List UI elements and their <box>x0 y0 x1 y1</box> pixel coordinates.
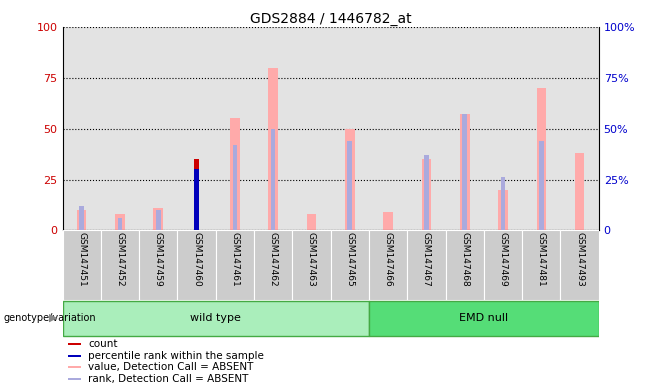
Title: GDS2884 / 1446782_at: GDS2884 / 1446782_at <box>250 12 411 26</box>
Bar <box>307 214 316 230</box>
Bar <box>77 210 86 230</box>
Text: GSM147462: GSM147462 <box>268 232 278 287</box>
Bar <box>445 27 484 230</box>
Text: GSM147481: GSM147481 <box>537 232 546 287</box>
Text: GSM147460: GSM147460 <box>192 232 201 287</box>
Bar <box>484 27 522 230</box>
Bar <box>68 366 82 368</box>
Bar <box>445 230 484 300</box>
Text: GSM147493: GSM147493 <box>575 232 584 287</box>
Bar <box>501 177 505 230</box>
Text: GSM147463: GSM147463 <box>307 232 316 287</box>
Bar <box>216 27 254 230</box>
Bar <box>178 230 216 300</box>
Bar <box>347 141 352 230</box>
Text: ▶: ▶ <box>49 313 58 323</box>
Bar <box>80 206 84 230</box>
Bar <box>561 230 599 300</box>
Bar <box>153 208 163 230</box>
Bar <box>63 27 101 230</box>
Bar <box>268 68 278 230</box>
Text: GSM147466: GSM147466 <box>384 232 393 287</box>
Bar <box>424 155 429 230</box>
Bar <box>194 169 199 230</box>
Text: count: count <box>88 339 118 349</box>
Bar <box>292 230 331 300</box>
Bar <box>101 27 139 230</box>
Text: rank, Detection Call = ABSENT: rank, Detection Call = ABSENT <box>88 374 249 384</box>
Bar <box>115 214 125 230</box>
Bar <box>407 230 445 300</box>
Text: value, Detection Call = ABSENT: value, Detection Call = ABSENT <box>88 362 253 372</box>
Bar <box>63 230 101 300</box>
Bar <box>232 145 237 230</box>
Bar <box>139 230 178 300</box>
Bar <box>522 27 561 230</box>
Bar <box>330 230 369 300</box>
Bar <box>561 27 599 230</box>
Bar <box>101 230 139 300</box>
Bar <box>118 218 122 230</box>
Bar <box>384 212 393 230</box>
Bar <box>271 129 276 230</box>
Bar <box>68 355 82 357</box>
Bar <box>575 153 584 230</box>
Bar <box>369 230 407 300</box>
Bar <box>522 230 561 300</box>
Bar <box>422 159 431 230</box>
Text: GSM147465: GSM147465 <box>345 232 354 287</box>
Text: GSM147451: GSM147451 <box>77 232 86 287</box>
Bar <box>460 114 470 230</box>
Bar <box>330 27 369 230</box>
Bar <box>254 230 292 300</box>
Text: EMD null: EMD null <box>459 313 509 323</box>
Bar <box>139 27 178 230</box>
Text: GSM147469: GSM147469 <box>499 232 507 287</box>
Bar <box>539 141 544 230</box>
Bar <box>292 27 331 230</box>
Bar <box>484 230 522 300</box>
Bar <box>216 230 254 300</box>
Text: GSM147467: GSM147467 <box>422 232 431 287</box>
Bar <box>178 27 216 230</box>
Bar <box>68 343 82 345</box>
Text: GSM147461: GSM147461 <box>230 232 240 287</box>
Bar <box>369 301 599 336</box>
Bar <box>194 159 199 230</box>
Bar <box>68 378 82 380</box>
Bar <box>345 129 355 230</box>
Text: GSM147468: GSM147468 <box>460 232 469 287</box>
Bar <box>254 27 292 230</box>
Bar <box>230 118 240 230</box>
Text: percentile rank within the sample: percentile rank within the sample <box>88 351 264 361</box>
Bar <box>498 190 508 230</box>
Bar <box>463 114 467 230</box>
Text: genotype/variation: genotype/variation <box>3 313 96 323</box>
Text: GSM147459: GSM147459 <box>154 232 163 287</box>
Bar <box>369 27 407 230</box>
Bar <box>536 88 546 230</box>
Bar <box>156 210 161 230</box>
Text: GSM147452: GSM147452 <box>115 232 124 287</box>
Text: wild type: wild type <box>190 313 241 323</box>
Bar <box>63 301 369 336</box>
Bar <box>407 27 445 230</box>
